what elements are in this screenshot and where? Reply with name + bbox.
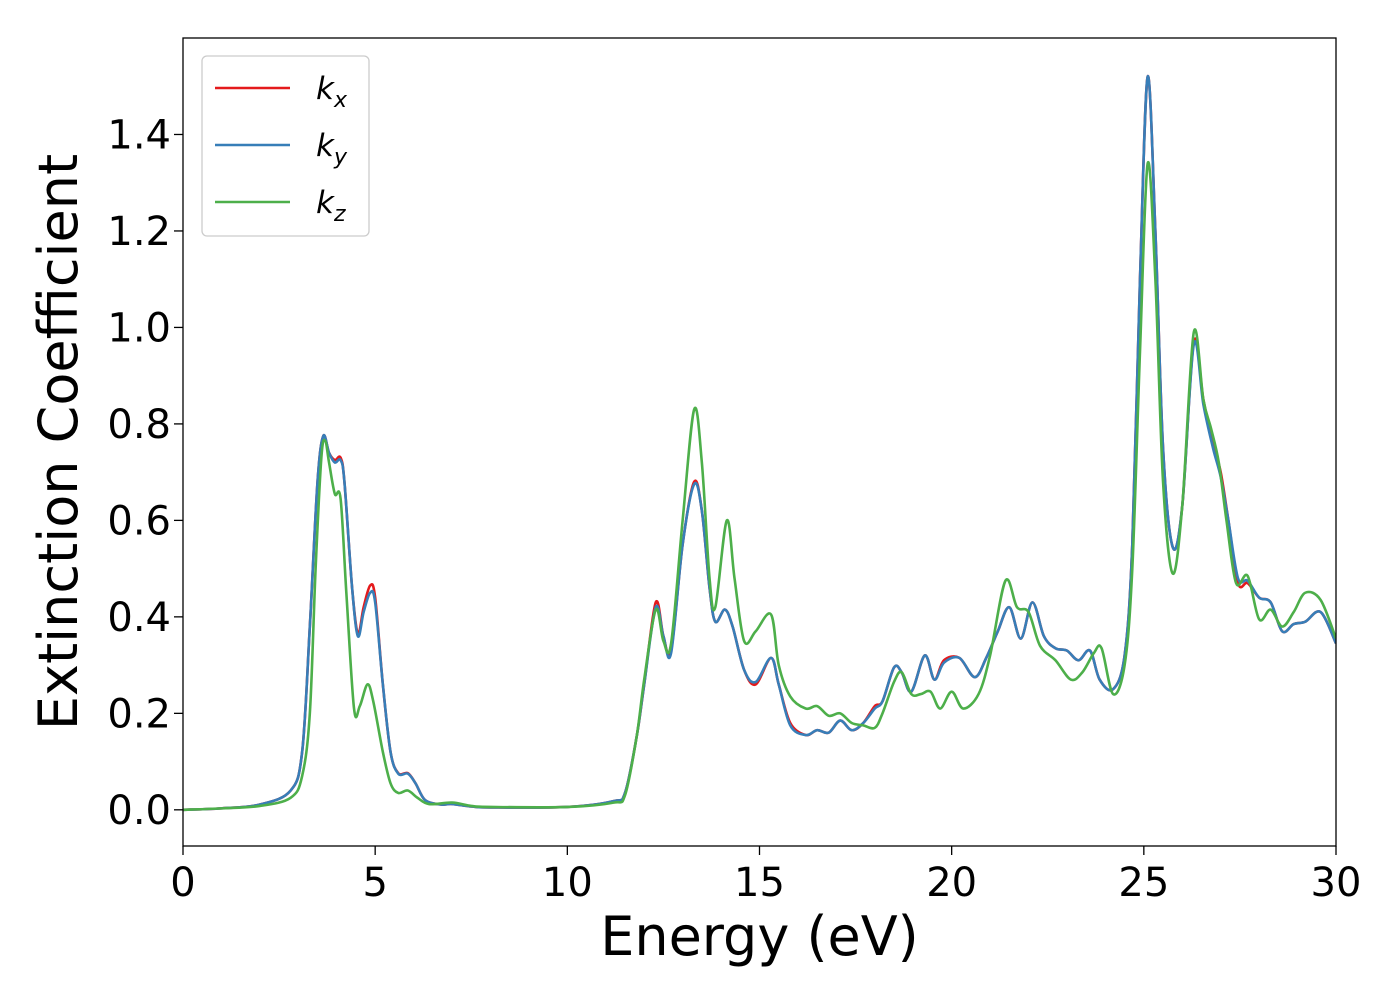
x-tick-label: 15 [734,860,785,906]
x-tick-label: 0 [170,860,195,906]
x-tick-label: 20 [926,860,977,906]
legend-label-k-y: ky [316,128,348,170]
x-axis-title: Energy (eV) [600,905,919,968]
y-tick-label: 0.4 [107,595,171,641]
y-tick-label: 1.4 [107,112,171,158]
x-tick-label: 25 [1118,860,1169,906]
x-tick-label: 30 [1311,860,1362,906]
series-line-k-y [183,75,1336,812]
x-tick-label: 5 [362,860,387,906]
x-tick-label: 10 [542,860,593,906]
y-tick-label: 1.0 [107,305,171,351]
y-axis-title: Extinction Coefficient [27,154,90,730]
axes-layer: 0 5 10 15 20 25 30 0.0 0.2 0.4 0.6 0.8 1.0 1.2 1.4 [107,37,1362,906]
y-tick-label: 0.0 [107,788,171,834]
series-layer [183,75,1336,812]
y-tick-label: 0.8 [107,402,171,448]
series-line-k-z [183,160,1336,812]
y-tick-label: 0.6 [107,498,171,544]
y-tick-label: 1.2 [107,209,171,255]
legend-label-k-x: kx [316,71,348,113]
y-tick-label: 0.2 [107,691,171,737]
